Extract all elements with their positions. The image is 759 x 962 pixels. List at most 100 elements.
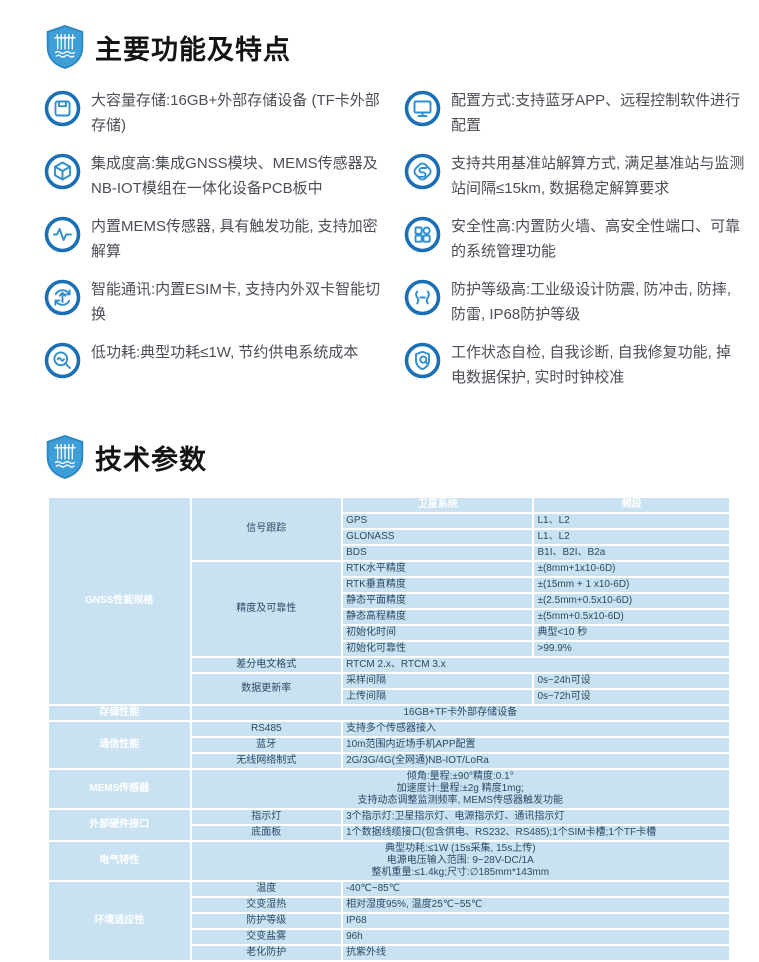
- features-title: 主要功能及特点: [95, 34, 291, 65]
- table-column-header-cell: 卫星系统: [343, 498, 533, 512]
- feature-text: 低功耗:典型功耗≤1W, 节约供电系统成本: [91, 344, 359, 361]
- table-value-cell: 上传间隔: [343, 690, 533, 704]
- sync-arrows-icon: [44, 279, 81, 316]
- specs-table: GNSS性能规格 信号跟踪 卫星系统 频段 GPS L1、L2 GLONASS L1、L2 BD…: [47, 496, 731, 962]
- table-row: GPS L1、L2: [49, 514, 729, 528]
- table-value-cell: 采样间隔: [343, 674, 533, 688]
- table-value-cell: ±(8mm+1x10-6D): [534, 562, 729, 576]
- table-category-cell: 通信性能: [49, 722, 190, 768]
- feature-item-storage: 大容量存储:16GB+外部存储设备 (TF卡外部存储): [44, 88, 390, 138]
- table-subcategory-cell: 老化防护: [191, 946, 342, 960]
- table-row: 初始化时间 典型<10 秒: [49, 626, 729, 640]
- table-value-cell: 1个数据线缆接口(包含供电、RS232、RS485);1个SIM卡槽;1个TF卡…: [343, 826, 729, 840]
- feature-text: 支持共用基准站解算方式, 满足基准站与监测站间隔≤15km, 数据稳定解算要求: [451, 155, 745, 197]
- floppy-disk-icon: [44, 90, 81, 127]
- table-subcategory-cell: 防护等级: [191, 914, 342, 928]
- table-row: 数据更新率 采样间隔 0s~24h可设: [49, 674, 729, 704]
- data-flow-icon: [404, 153, 441, 190]
- table-column-header-cell: 频段: [534, 498, 729, 512]
- table-value-cell: 0s~24h可设: [534, 674, 729, 688]
- table-row: 初始化可靠性 >99.9%: [49, 642, 729, 656]
- shield-search-icon: [404, 342, 441, 379]
- table-value-cell: 典型<10 秒: [534, 626, 729, 640]
- table-value-cell: 静态高程精度: [343, 610, 533, 624]
- table-row: GLONASS L1、L2: [49, 530, 729, 544]
- cube-icon: [44, 153, 81, 190]
- feature-text: 配置方式:支持蓝牙APP、远程控制软件进行配置: [451, 92, 741, 134]
- table-value-cell: RTK垂直精度: [343, 578, 533, 592]
- feature-item-lowpower: 低功耗:典型功耗≤1W, 节约供电系统成本: [44, 340, 390, 390]
- vibration-icon: [404, 279, 441, 316]
- table-value-cell: 16GB+TF卡外部存储设备: [191, 706, 729, 720]
- table-value-cell: 支持多个传感器接入: [343, 722, 729, 736]
- table-value-cell: 静态平面精度: [343, 594, 533, 608]
- table-value-cell: >99.9%: [534, 642, 729, 656]
- table-row: 交变湿热 相对湿度95%, 温度25℃~55℃: [49, 898, 729, 912]
- table-row: 电气特性 典型功耗:≤1W (15s采集, 15s上传) 电源电压输入范围: 9~…: [49, 842, 729, 880]
- table-row: GNSS性能规格 信号跟踪 卫星系统 频段: [49, 498, 729, 704]
- table-subcategory-cell: 蓝牙: [191, 738, 342, 752]
- table-value-cell: 2G/3G/4G(全网通)NB-IOT/LoRa: [343, 754, 729, 768]
- feature-item-basestation: 支持共用基准站解算方式, 满足基准站与监测站间隔≤15km, 数据稳定解算要求: [404, 151, 745, 201]
- table-value-cell: L1、L2: [534, 530, 729, 544]
- table-value-cell: 10m范围内近场手机APP配置: [343, 738, 729, 752]
- table-value-cell: 倾角:量程:±90°精度:0.1° 加速度计:量程:±2g 精度1mg; 支持动…: [191, 770, 729, 808]
- table-subcategory-cell: RS485: [191, 722, 342, 736]
- feature-item-comm: 智能通讯:内置ESIM卡, 支持内外双卡智能切换: [44, 277, 390, 327]
- table-subcategory-cell: 温度: [191, 882, 342, 896]
- feature-list: 大容量存储:16GB+外部存储设备 (TF卡外部存储) 集成度高:集成GNSS模…: [44, 88, 744, 390]
- table-row: 上传间隔 0s~72h可设: [49, 690, 729, 704]
- table-row: MEMS传感器 倾角:量程:±90°精度:0.1° 加速度计:量程:±2g 精度1…: [49, 770, 729, 808]
- table-category-cell: 外部硬件接口: [49, 810, 190, 840]
- table-row: 通信性能 RS485 支持多个传感器接入: [49, 722, 729, 768]
- table-value-cell: 典型功耗:≤1W (15s采集, 15s上传) 电源电压输入范围: 9~28V-…: [191, 842, 729, 880]
- table-value-cell: 初始化时间: [343, 626, 533, 640]
- table-row: 底面板 1个数据线缆接口(包含供电、RS232、RS485);1个SIM卡槽;1个…: [49, 826, 729, 840]
- table-value-cell: 96h: [343, 930, 729, 944]
- table-subcategory-cell: 底面板: [191, 826, 342, 840]
- feature-text: 防护等级高:工业级设计防震, 防冲击, 防摔, 防雷, IP68防护等级: [451, 281, 732, 323]
- table-subcategory-cell: 无线网络制式: [191, 754, 342, 768]
- table-subcategory-cell: 交变湿热: [191, 898, 342, 912]
- table-category-cell: 电气特性: [49, 842, 190, 880]
- table-value-cell: BDS: [343, 546, 533, 560]
- table-value-cell: RTCM 2.x、RTCM 3.x: [343, 658, 729, 672]
- table-category-cell: 环境适应性: [49, 882, 190, 960]
- table-row: 外部硬件接口 指示灯 3个指示灯:卫星指示灯、电源指示灯、通讯指示灯: [49, 810, 729, 840]
- monitor-icon: [404, 90, 441, 127]
- table-value-cell: GLONASS: [343, 530, 533, 544]
- table-category-cell: 存储性能: [49, 706, 190, 720]
- table-value-cell: -40℃~85℃: [343, 882, 729, 896]
- magnifier-wave-icon: [44, 342, 81, 379]
- table-row: 无线网络制式 2G/3G/4G(全网通)NB-IOT/LoRa: [49, 754, 729, 768]
- grid-squares-icon: [404, 216, 441, 253]
- table-subcategory-cell: 精度及可靠性: [191, 562, 342, 656]
- table-row: 蓝牙 10m范围内近场手机APP配置: [49, 738, 729, 752]
- feature-item-mems: 内置MEMS传感器, 具有触发功能, 支持加密解算: [44, 214, 390, 264]
- feature-item-integration: 集成度高:集成GNSS模块、MEMS传感器及NB-IOT模组在一体化设备PCB板…: [44, 151, 390, 201]
- feature-item-config: 配置方式:支持蓝牙APP、远程控制软件进行配置: [404, 88, 745, 138]
- table-value-cell: ±(2.5mm+0.5x10-6D): [534, 594, 729, 608]
- dam-shield-icon: [46, 435, 84, 479]
- feature-text: 智能通讯:内置ESIM卡, 支持内外双卡智能切换: [91, 281, 381, 323]
- table-value-cell: 0s~72h可设: [534, 690, 729, 704]
- features-section-header: 主要功能及特点: [44, 24, 731, 70]
- table-value-cell: IP68: [343, 914, 729, 928]
- table-value-cell: 初始化可靠性: [343, 642, 533, 656]
- table-value-cell: 相对湿度95%, 温度25℃~55℃: [343, 898, 729, 912]
- table-subcategory-cell: 数据更新率: [191, 674, 342, 704]
- feature-text: 大容量存储:16GB+外部存储设备 (TF卡外部存储): [91, 92, 380, 134]
- table-row: 环境适应性 温度 -40℃~85℃: [49, 882, 729, 960]
- feature-item-protection: 防护等级高:工业级设计防震, 防冲击, 防摔, 防雷, IP68防护等级: [404, 277, 745, 327]
- specs-title: 技术参数: [95, 444, 207, 475]
- feature-item-security: 安全性高:内置防火墙、高安全性端口、可靠的系统管理功能: [404, 214, 745, 264]
- table-value-cell: 抗紫外线: [343, 946, 729, 960]
- feature-item-selfcheck: 工作状态自检, 自我诊断, 自我修复功能, 掉电数据保护, 实时时钟校准: [404, 340, 745, 390]
- pulse-waveform-icon: [44, 216, 81, 253]
- table-value-cell: RTK水平精度: [343, 562, 533, 576]
- table-value-cell: B1I、B2I、B2a: [534, 546, 729, 560]
- table-value-cell: L1、L2: [534, 514, 729, 528]
- table-value-cell: GPS: [343, 514, 533, 528]
- table-row: RTK垂直精度 ±(15mm + 1 x10-6D): [49, 578, 729, 592]
- table-row: BDS B1I、B2I、B2a: [49, 546, 729, 560]
